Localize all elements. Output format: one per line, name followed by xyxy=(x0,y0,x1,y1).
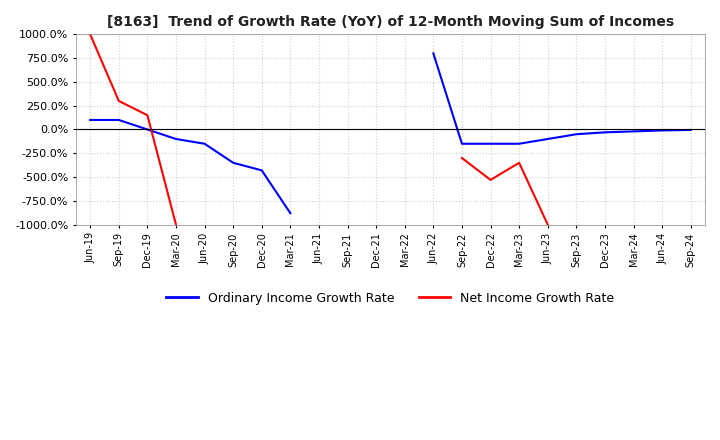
Title: [8163]  Trend of Growth Rate (YoY) of 12-Month Moving Sum of Incomes: [8163] Trend of Growth Rate (YoY) of 12-… xyxy=(107,15,674,29)
Legend: Ordinary Income Growth Rate, Net Income Growth Rate: Ordinary Income Growth Rate, Net Income … xyxy=(161,287,619,310)
